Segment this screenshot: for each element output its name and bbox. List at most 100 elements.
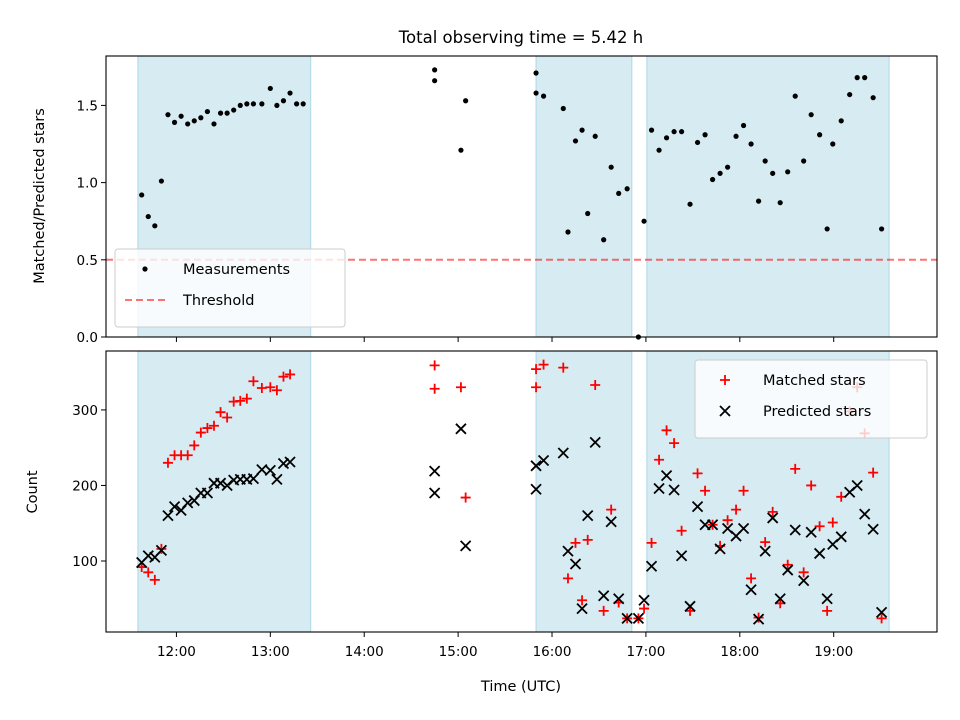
bottom-matched-point-55 [738,485,749,496]
bottom-predicted-point-61 [782,564,794,576]
bottom-matched-point-65 [814,521,825,532]
bottom-matched-point-11 [202,423,213,434]
top-measurement-point-32 [540,93,547,99]
bottom-predicted-point-14 [221,479,233,492]
bottom-predicted-point-20 [264,464,276,476]
bottom-predicted-point-43 [645,560,658,572]
top-measurement-point-39 [601,237,607,243]
bottom-matched-point-5 [162,457,173,468]
top-measurement-point-33 [560,105,566,112]
top-measurement-point-29 [463,98,469,104]
top-legend-box [114,248,346,328]
bottom-predicted-point-47 [675,550,688,562]
top-y-tick-label-4: 1.5 [77,98,98,114]
bottom-predicted-point-46 [668,484,680,496]
legend-predicted-label: Predicted stars [763,404,871,420]
x-tick-label-8: 19:00 [814,644,853,660]
bottom-matched-point-4 [156,543,167,554]
top-measurement-point-68 [824,226,830,232]
top-measurement-point-67 [817,132,823,138]
bottom-predicted-point-71 [859,508,871,520]
top-measurement-point-41 [616,190,622,197]
bottom-matched-point-34 [577,595,588,606]
bottom-predicted-point-65 [813,547,826,560]
top-measurement-point-49 [678,129,685,135]
bottom-y-axis-label: Count [25,470,41,513]
bottom-predicted-point-63 [798,574,810,587]
bottom-series-x [136,423,888,625]
bottom-predicted-point-68 [835,531,847,543]
bottom-matched-point-73 [876,613,887,624]
bottom-predicted-point-40 [621,612,633,625]
bottom-matched-point-8 [182,450,193,461]
bottom-matched-point-56 [746,573,757,584]
bottom-predicted-point-41 [632,612,645,625]
top-measurement-point-16 [237,102,243,109]
top-measurement-point-2 [145,213,151,220]
bottom-predicted-point-58 [759,545,771,557]
bottom-matched-point-3 [149,574,160,585]
bottom-matched-point-63 [798,567,809,578]
bottom-axes-frame [105,350,938,633]
bottom-matched-point-27 [460,492,471,503]
bottom-matched-point-38 [606,504,617,515]
top-measurement-point-23 [287,90,293,96]
x-tick-label-6: 17:00 [626,644,665,660]
bottom-predicted-point-49 [691,500,704,513]
bottom-predicted-point-55 [737,522,750,535]
bottom-predicted-point-48 [684,600,696,612]
bottom-matched-point-57 [753,612,764,623]
top-measurement-point-25 [300,101,306,107]
top-measurement-point-73 [862,75,868,81]
bottom-predicted-point-42 [638,594,650,606]
bottom-predicted-point-21 [271,473,283,486]
top-measurement-point-51 [694,139,701,146]
bottom-matched-point-28 [531,364,542,375]
bottom-legend: Matched stars Predicted stars [694,359,928,439]
bottom-matched-point-24 [429,360,440,371]
bottom-predicted-point-26 [455,423,467,435]
bottom-predicted-point-70 [851,479,863,492]
bottom-predicted-point-64 [805,526,817,538]
top-measurement-point-52 [702,132,708,138]
legend-predicted-marker [719,405,731,417]
top-y-tick-label-2: 0.5 [77,253,98,269]
top-measurement-point-4 [158,178,164,184]
top-measurement-point-54 [717,170,723,176]
bottom-predicted-point-28 [530,460,542,472]
bottom-matched-point-19 [256,383,267,394]
legend-measurements-marker [142,266,148,272]
bottom-y-tick-label-3: 300 [72,403,98,419]
bottom-matched-point-46 [669,438,680,449]
bottom-matched-point-22 [278,371,289,382]
bottom-matched-point-42 [639,603,650,614]
top-measurement-point-37 [585,210,591,217]
bottom-matched-point-31 [558,362,569,373]
x-tick-label-4: 15:00 [439,644,478,660]
top-measurement-point-6 [171,119,178,125]
bottom-predicted-point-24 [429,465,441,477]
top-measurement-point-8 [185,121,191,127]
top-shaded-interval-3 [646,55,890,338]
top-measurement-point-9 [191,118,197,124]
top-measurement-point-10 [198,115,204,121]
bottom-predicted-point-37 [598,590,610,602]
top-measurement-point-34 [565,229,571,235]
top-measurement-point-57 [740,122,747,129]
top-y-axis-label: Matched/Predicted stars [32,108,48,284]
bottom-matched-point-49 [692,468,703,479]
top-measurement-point-71 [847,91,853,98]
x-tick-label-1: 12:00 [157,644,196,660]
top-measurement-point-45 [648,127,655,133]
top-measurement-point-28 [458,147,464,153]
x-tick-label-3: 14:00 [345,644,384,660]
legend-matched-label: Matched stars [763,373,866,389]
bottom-predicted-point-59 [767,512,779,524]
top-measurement-point-47 [663,135,670,141]
bottom-predicted-point-38 [605,516,617,528]
top-measurement-point-35 [572,138,579,144]
bottom-predicted-point-57 [752,613,765,625]
bottom-matched-point-67 [827,517,838,528]
bottom-predicted-point-31 [557,447,569,459]
bottom-predicted-point-22 [277,457,290,470]
